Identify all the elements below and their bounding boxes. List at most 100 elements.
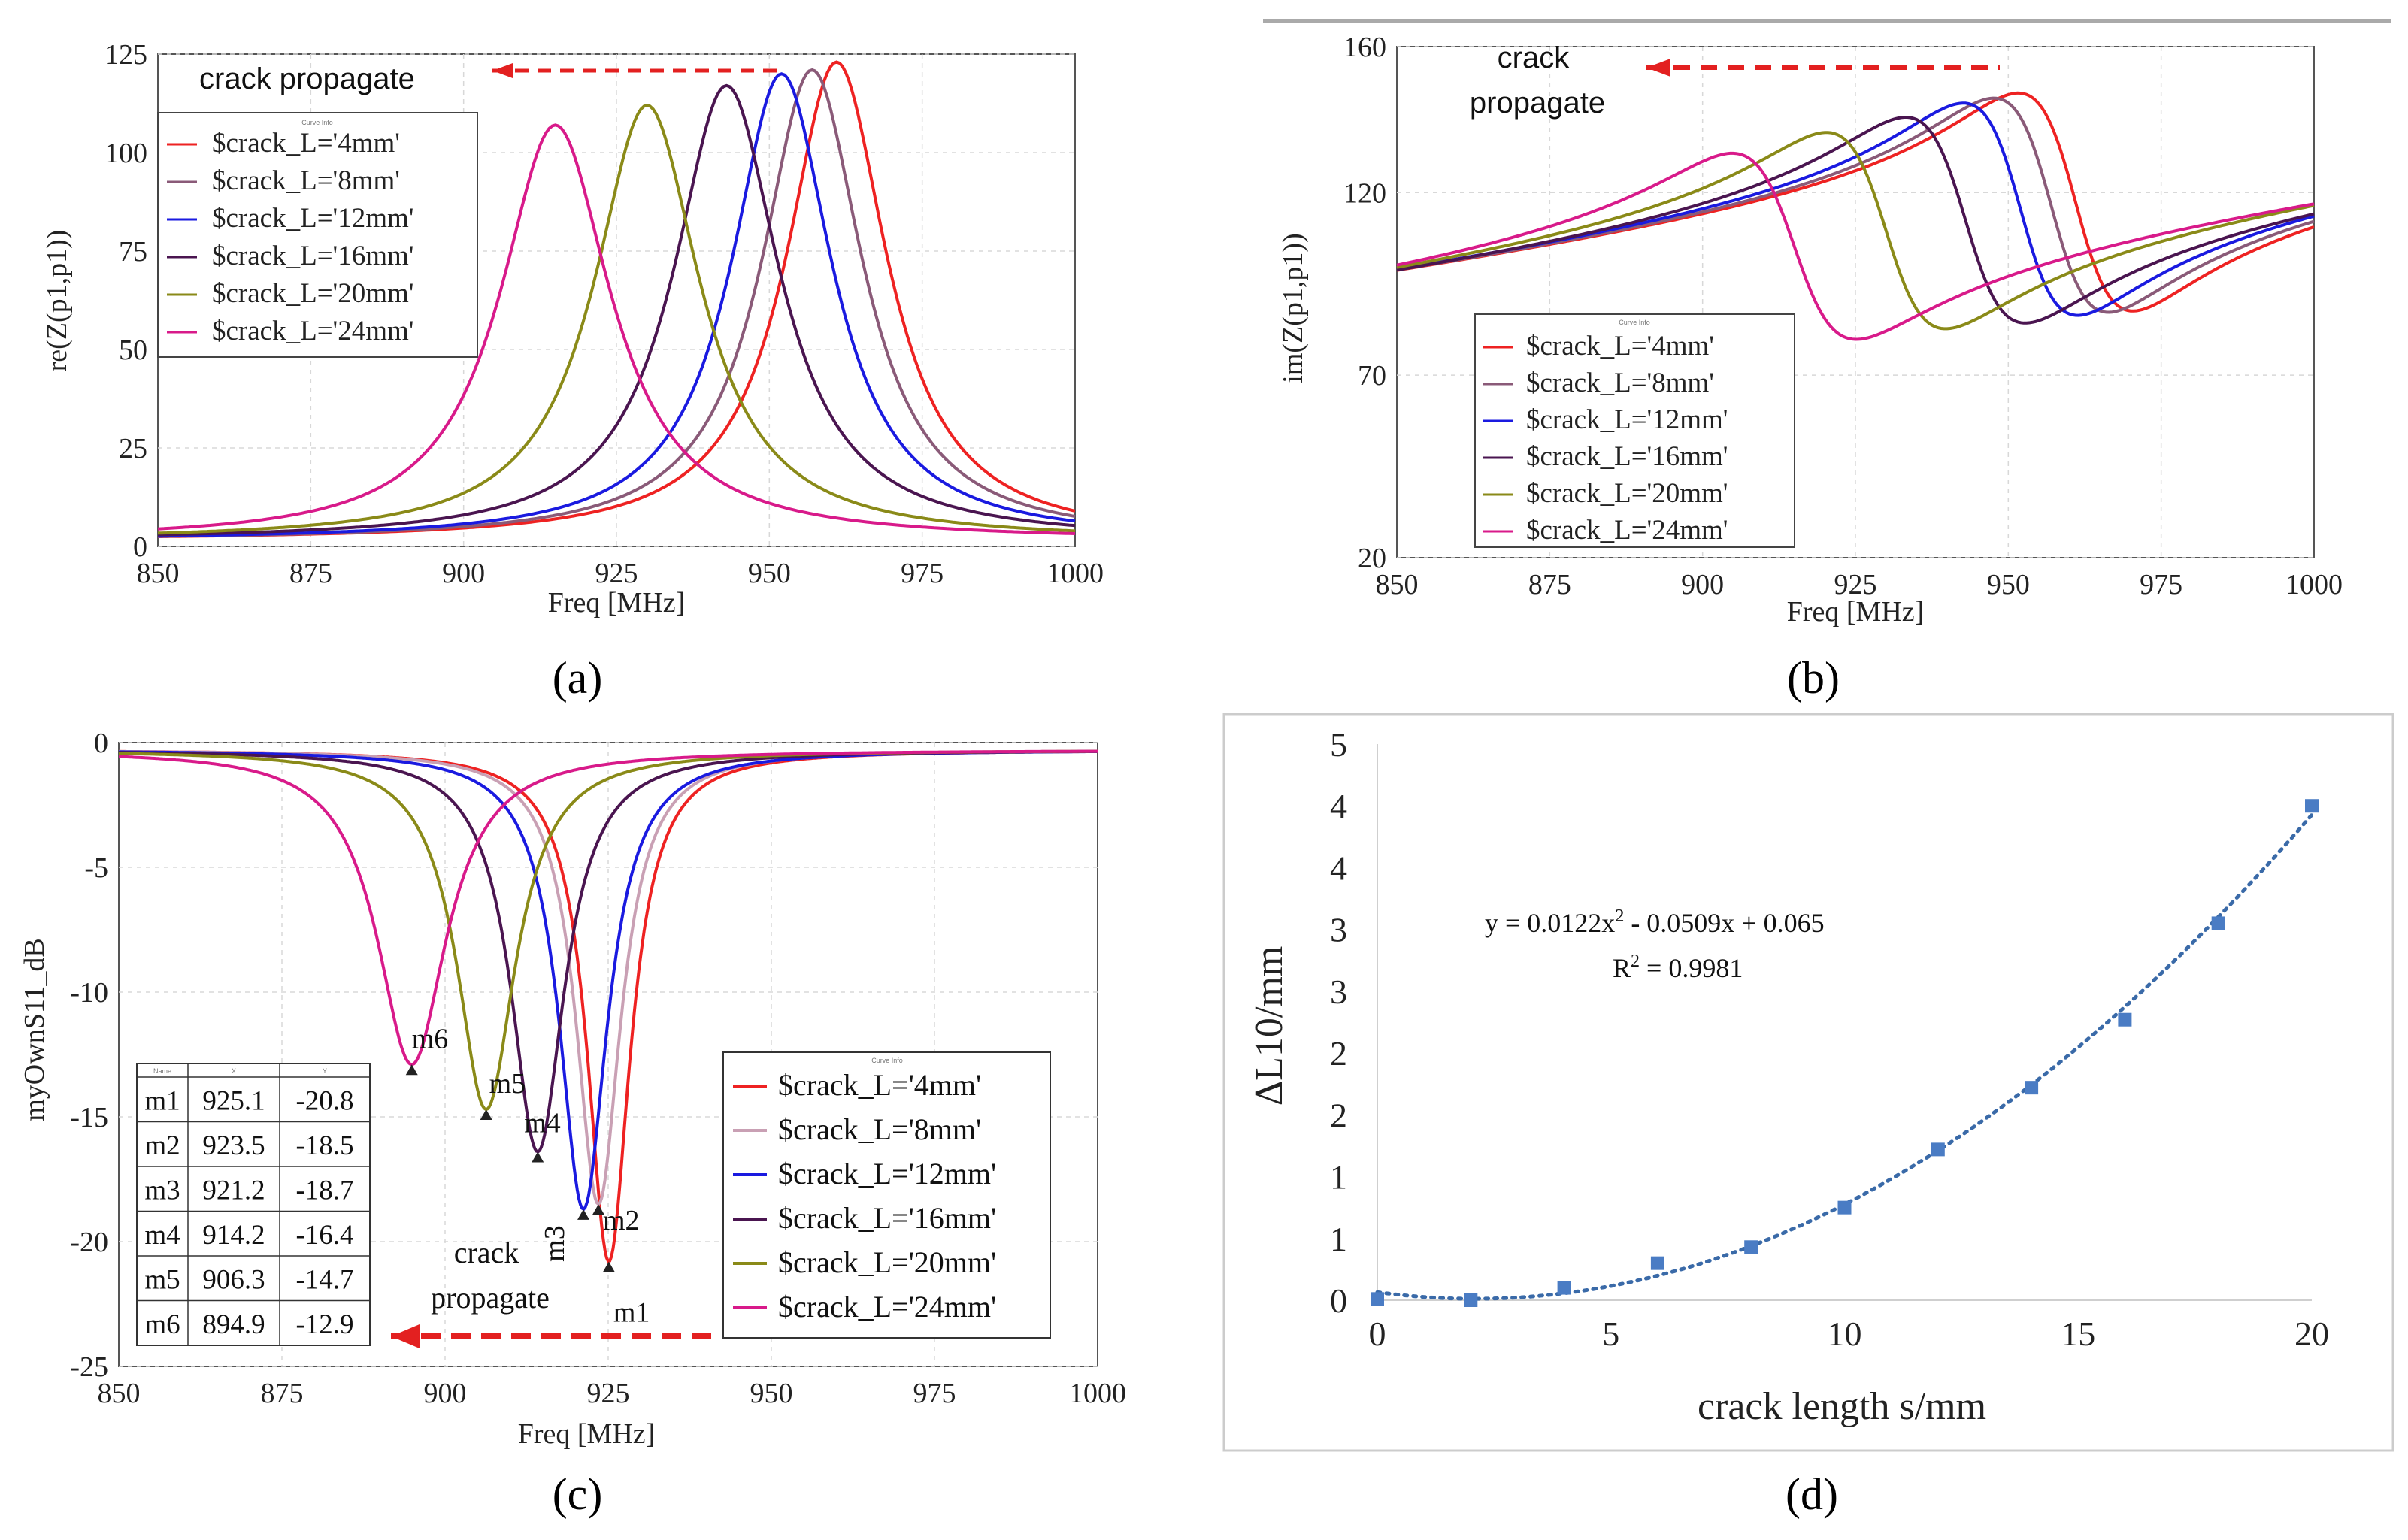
caption-b: (b) [1787, 653, 1840, 703]
r2-superscript: 2 [1631, 952, 1640, 971]
table-cell: -18.5 [295, 1130, 353, 1161]
marker-triangle [592, 1204, 604, 1215]
ticks-a: 850 875 900 925 950 975 1000 0 25 50 75 100 125 [104, 39, 1104, 589]
crack-propagate-label-a: crack propagate [199, 62, 415, 95]
marker-label: m3 [539, 1225, 571, 1262]
legend-box-a [157, 112, 478, 358]
table-cell: m3 [144, 1175, 180, 1206]
r2-main: R [1613, 953, 1631, 983]
legend-label: $crack_L='8mm' [212, 165, 400, 196]
crack-arrow-head-a [492, 63, 513, 78]
markers-c: m1 m2 m3 m4 m5 m6 [405, 1023, 650, 1329]
x-tick-label: 875 [261, 1378, 304, 1409]
table-cell: 921.2 [202, 1175, 265, 1206]
data-point [1557, 1281, 1571, 1295]
panel-c: m1 m2 m3 m4 m5 m6 850 875 900 925 950 975 1000 0 -5 -1… [19, 728, 1126, 1519]
x-tick-label: 900 [1681, 569, 1724, 601]
x-tick-label: 1000 [2285, 569, 2343, 601]
legend-header-c: Curve Info [871, 1057, 903, 1064]
legend-items-a: $crack_L='4mm' $crack_L='8mm' $crack_L='12… [167, 128, 413, 346]
table-cell: -12.9 [295, 1309, 353, 1340]
data-point [1464, 1293, 1478, 1307]
x-axis-label-a: Freq [MHz] [548, 587, 686, 619]
table-cell: 914.2 [202, 1220, 265, 1251]
series-lines-c [118, 749, 1098, 1263]
crack-propagate-label-b: crack propagate [1470, 41, 1605, 120]
r2-rest: = 0.9981 [1640, 953, 1743, 983]
propagate-word-b: propagate [1470, 86, 1605, 120]
legend-b: Curve Info $crack_L='4mm'$crack_L='8mm'$… [1474, 313, 1795, 548]
y-tick-label: 100 [104, 138, 147, 169]
y-tick-label: -20 [70, 1227, 108, 1258]
data-point [2025, 1081, 2039, 1095]
propagate-word-c: propagate [431, 1281, 550, 1315]
x-axis-label-b: Freq [MHz] [1787, 596, 1925, 628]
table-cell: 925.1 [202, 1086, 265, 1117]
x-tick-label: 850 [137, 558, 180, 589]
series-line [118, 749, 1098, 1067]
table-cell: m4 [144, 1220, 180, 1251]
equation-superscript: 2 [1615, 906, 1624, 926]
x-tick-label: 925 [1834, 569, 1877, 601]
y-axis-label-b: im(Z(p1,p1)) [1277, 233, 1309, 383]
y-tick-label: -15 [70, 1102, 108, 1133]
legend-box-c [722, 1051, 1051, 1339]
y-tick-label: 70 [1358, 360, 1386, 392]
legend-label: $crack_L='12mm' [778, 1157, 996, 1191]
table-cell: 923.5 [202, 1130, 265, 1161]
y-tick-label: 120 [1343, 177, 1386, 209]
y-tick-label: -5 [84, 852, 108, 884]
series-line [157, 123, 1076, 535]
x-tick-label: 850 [98, 1378, 141, 1409]
y-tick-label: -10 [70, 977, 108, 1009]
equation-main: y = 0.0122x [1485, 908, 1615, 938]
legend-items-b: $crack_L='4mm' $crack_L='8mm' $crack_L='12… [1483, 331, 1728, 546]
legend-label: $crack_L='24mm' [212, 316, 413, 346]
data-point [1371, 1292, 1384, 1306]
legend-label: $crack_L='4mm' [1526, 331, 1714, 362]
marker-label: m6 [412, 1023, 449, 1054]
x-tick-label: 925 [595, 558, 638, 589]
table-cell: -14.7 [295, 1265, 353, 1296]
ticks-d: 0 5 10 15 20 0 1 1 2 2 3 3 4 4 5 [1330, 725, 2329, 1353]
y-axis-label-c: myOwnS11_dB [19, 938, 50, 1121]
panel-a: 850 875 900 925 950 975 1000 0 25 50 75 100 125 Freq… [41, 39, 1104, 703]
legend-label: $crack_L='20mm' [778, 1245, 996, 1279]
chart-frame-d [1222, 713, 2394, 1452]
table-header-cell: X [232, 1067, 236, 1075]
legend-c: Curve Info $crack_L='4mm'$crack_L='8mm'$… [722, 1051, 1051, 1339]
data-point [1744, 1240, 1758, 1254]
x-tick-label: 20 [2294, 1315, 2329, 1353]
crack-word-b: crack [1498, 41, 1571, 74]
panel-b: 850 875 900 925 950 975 1000 20 70 120 160 Freq [M… [1263, 19, 2391, 703]
y-tick-label: 1 [1330, 1158, 1347, 1197]
data-point [2211, 916, 2225, 930]
series-lines-b [1396, 91, 2315, 341]
series-line [1396, 151, 2315, 341]
x-tick-label: 1000 [1046, 558, 1104, 589]
table-cell: -20.8 [295, 1086, 353, 1117]
x-tick-label: 5 [1602, 1315, 1619, 1353]
y-tick-label: 4 [1330, 787, 1347, 825]
crack-arrow-head-b [1646, 59, 1670, 77]
x-tick-label: 950 [1987, 569, 2030, 601]
series-line [1396, 116, 2315, 325]
legend-label: $crack_L='4mm' [212, 128, 400, 159]
marker-table-c: Name X Ym1 925.1 -20.8 m2 923.5 -18.5 m3 921.2 -18… [136, 1063, 371, 1346]
y-tick-label: 2 [1330, 1096, 1347, 1134]
equation-rest: - 0.0509x + 0.065 [1624, 908, 1824, 938]
marker-triangle [532, 1151, 544, 1163]
legend-header-a: Curve Info [301, 119, 333, 126]
x-tick-label: 900 [424, 1378, 467, 1409]
x-tick-label: 950 [748, 558, 791, 589]
y-tick-label: -25 [70, 1351, 108, 1383]
ticks-c: 850 875 900 925 950 975 1000 0 -5 -10 -15 -20 -25 [70, 728, 1126, 1409]
table-header-cell: Name [153, 1067, 171, 1075]
x-tick-label: 875 [1528, 569, 1571, 601]
marker-triangle [405, 1064, 418, 1076]
y-tick-label: 125 [104, 39, 147, 71]
marker-triangle [480, 1109, 492, 1121]
marker-table-box [136, 1063, 371, 1346]
y-tick-label: 0 [1330, 1281, 1347, 1320]
